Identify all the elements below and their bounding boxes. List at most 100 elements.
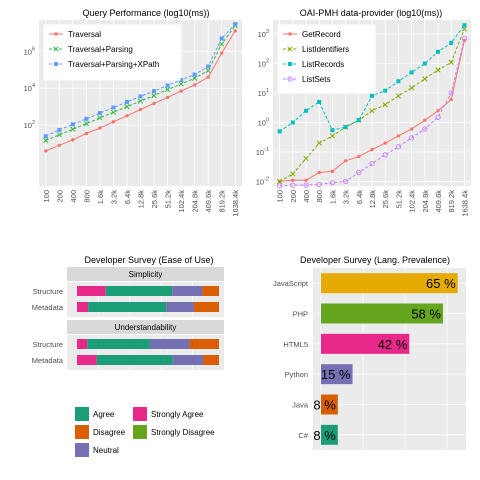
- lang-category-label: Java: [292, 401, 309, 410]
- query-legend-label: Traversal+Parsing+XPath: [68, 60, 159, 69]
- oai-point: [303, 155, 309, 162]
- lang-bar: [321, 364, 353, 385]
- query-y-tick-base: 10: [24, 84, 32, 93]
- query-point: [138, 94, 143, 99]
- query-point: [125, 114, 129, 118]
- query-x-tick-label: 12.8k: [137, 190, 146, 209]
- query-x-tick-label: 3.2k: [109, 190, 118, 204]
- oai-point: [408, 135, 415, 141]
- oai-point: [448, 90, 454, 96]
- query-x-tick-label: 51.2k: [164, 190, 173, 209]
- stacked-bar-segment: [87, 339, 150, 349]
- oai-y-tick-label: 100: [258, 117, 269, 127]
- oai-point: [343, 125, 348, 130]
- oai-point: [369, 161, 375, 167]
- oai-point: [422, 61, 427, 66]
- query-legend-key-marker: [54, 32, 58, 36]
- oai-point: [395, 93, 402, 99]
- oai-point: [395, 144, 402, 150]
- facet-strip-label: Simplicity: [129, 270, 163, 279]
- query-legend-label: Traversal: [68, 30, 101, 39]
- ease-legend-label: Strongly Agree: [151, 410, 204, 419]
- lang-category-label: HTML5: [283, 340, 308, 349]
- oai-pmh-chart: OAI-PMH data-provider (log10(ms)) 10-210…: [256, 8, 471, 217]
- oai-chart-title: OAI-PMH data-provider (log10(ms)): [300, 8, 443, 18]
- stacked-bar-segment: [88, 302, 167, 312]
- facet-row-label: Metadata: [32, 303, 64, 312]
- stacked-bar-segment: [166, 302, 194, 312]
- lang-bar-data-label: 15 %: [321, 367, 351, 382]
- facet-row-label: Structure: [33, 287, 63, 296]
- query-point: [179, 89, 183, 93]
- query-x-tick-label: 1.6k: [96, 190, 105, 204]
- oai-point: [435, 67, 441, 73]
- query-y-tick-exponent: 6: [32, 46, 35, 52]
- oai-x-tick-label: 3.2k: [342, 190, 351, 204]
- oai-x-tick-label: 12.8k: [368, 190, 377, 209]
- lang-prevalence-chart: Developer Survey (Lang. Prevalence) Java…: [273, 255, 466, 450]
- lang-panel: [313, 268, 466, 450]
- stacked-bar-segment: [172, 355, 204, 365]
- oai-y-tick-base: 10: [258, 60, 266, 69]
- query-point: [137, 98, 144, 104]
- query-point: [110, 109, 117, 115]
- oai-point: [370, 147, 374, 152]
- ease-legend-label: Strongly Disagree: [151, 428, 215, 437]
- ease-legend-swatch: [133, 425, 147, 439]
- oai-point: [357, 154, 361, 159]
- query-point: [219, 41, 225, 47]
- oai-point: [316, 140, 322, 146]
- query-point: [83, 121, 90, 127]
- oai-point: [409, 70, 414, 75]
- oai-point: [436, 49, 440, 54]
- query-y-tick-base: 10: [24, 47, 32, 56]
- facet-strip-label: Understandability: [115, 323, 177, 332]
- query-x-tick-label: 100: [42, 190, 51, 203]
- lang-bar: [321, 394, 338, 415]
- lang-bar-data-label: 8 %: [313, 428, 336, 443]
- oai-x-tick-label: 1638.4k: [460, 190, 469, 217]
- oai-point: [382, 152, 388, 158]
- oai-point: [356, 169, 362, 176]
- stacked-bar-segment: [105, 286, 173, 296]
- ease-legend-label: Disagree: [93, 428, 126, 437]
- oai-y-tick-label: 10-1: [256, 147, 269, 157]
- oai-point: [435, 114, 441, 120]
- lang-bar-data-label: 8 %: [313, 398, 336, 413]
- query-x-tick-label: 200: [55, 190, 64, 203]
- oai-point: [461, 35, 468, 42]
- oai-point: [329, 180, 336, 186]
- query-y-tick-label: 102: [24, 120, 35, 130]
- lang-category-label: Python: [285, 370, 308, 379]
- oai-point: [342, 178, 349, 185]
- oai-point: [382, 102, 388, 108]
- oai-y-tick-exponent: 1: [266, 88, 269, 94]
- oai-point: [290, 171, 296, 177]
- facet-row-label: Structure: [33, 340, 63, 349]
- oai-point: [277, 129, 282, 134]
- query-point: [57, 143, 61, 148]
- oai-point: [317, 170, 321, 175]
- query-x-tick-label: 25.6k: [150, 190, 159, 209]
- lang-category-label: C#: [298, 431, 308, 440]
- oai-point: [276, 178, 283, 185]
- oai-y-tick-base: 10: [256, 177, 264, 186]
- query-point: [205, 67, 211, 74]
- query-x-tick-label: 102.4k: [177, 190, 186, 213]
- oai-point: [422, 76, 428, 82]
- lang-chart-title: Developer Survey (Lang. Prevalence): [300, 255, 450, 265]
- oai-y-tick-base: 10: [258, 30, 266, 39]
- oai-point: [304, 108, 308, 113]
- query-point: [111, 105, 116, 110]
- query-legend-label: Traversal+Parsing: [68, 45, 133, 54]
- oai-legend-label: ListRecords: [302, 60, 344, 69]
- oai-y-tick-exponent: -1: [264, 147, 269, 153]
- oai-series-line-3: [279, 38, 465, 187]
- ease-legend-swatch: [133, 407, 147, 421]
- query-legend-key-marker: [54, 62, 58, 66]
- oai-point: [383, 88, 388, 93]
- query-point: [97, 111, 102, 116]
- query-y-tick-exponent: 2: [32, 120, 35, 126]
- ease-legend-label: Agree: [93, 410, 115, 419]
- query-point: [206, 75, 210, 79]
